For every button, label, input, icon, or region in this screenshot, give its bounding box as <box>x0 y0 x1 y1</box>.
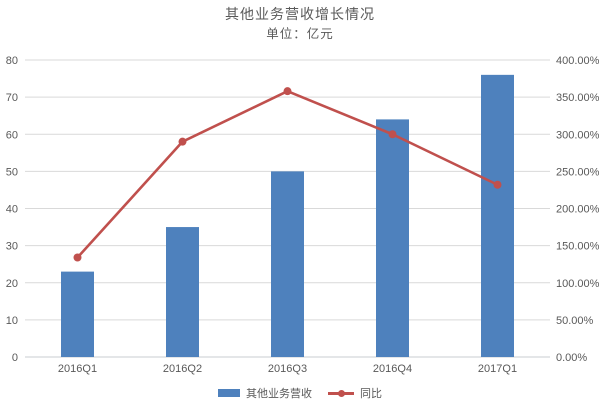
chart-title: 其他业务营收增长情况 <box>225 6 375 22</box>
bar-2016Q3 <box>271 171 304 357</box>
legend-label-revenue: 其他业务营收 <box>246 388 312 400</box>
right-axis-tick-label: 350.00% <box>556 92 600 104</box>
yoy-point-2016Q4 <box>388 130 397 139</box>
bar-2017Q1 <box>481 74 514 357</box>
x-axis-label-2017Q1: 2017Q1 <box>478 363 517 375</box>
left-axis-tick-label: 60 <box>6 129 18 141</box>
right-axis-tick-label: 300.00% <box>556 129 600 141</box>
right-axis-tick-label: 50.00% <box>556 315 594 327</box>
legend-item-revenue: 其他业务营收 <box>218 385 312 401</box>
left-axis-tick-label: 0 <box>12 352 18 364</box>
bar-2016Q4 <box>376 119 409 358</box>
bar-2016Q2 <box>166 227 199 357</box>
right-axis-tick-label: 400.00% <box>556 55 600 67</box>
legend-item-yoy: 同比 <box>328 385 382 401</box>
yoy-point-2016Q3 <box>283 87 292 96</box>
left-axis-tick-label: 10 <box>6 315 18 327</box>
line-swatch-icon <box>328 389 354 398</box>
yoy-point-2016Q1 <box>73 253 82 262</box>
right-axis-tick-label: 200.00% <box>556 204 600 216</box>
right-axis-tick-label: 100.00% <box>556 278 600 290</box>
right-axis-tick-label: 0.00% <box>556 352 587 364</box>
right-axis-tick-label: 250.00% <box>556 166 600 178</box>
x-axis-label-2016Q1: 2016Q1 <box>58 363 97 375</box>
yoy-point-2016Q2 <box>178 137 187 146</box>
x-axis-label-2016Q2: 2016Q2 <box>163 363 202 375</box>
chart-subtitle: 单位：亿元 <box>266 27 334 41</box>
legend-label-yoy: 同比 <box>360 388 382 400</box>
x-axis-label-2016Q4: 2016Q4 <box>373 363 412 375</box>
bar-2016Q1 <box>61 271 94 357</box>
left-axis-tick-label: 40 <box>6 204 18 216</box>
legend: 其他业务营收 同比 <box>0 385 600 401</box>
left-axis-tick-label: 20 <box>6 278 18 290</box>
left-axis-tick-label: 30 <box>6 241 18 253</box>
yoy-point-2017Q1 <box>493 180 502 189</box>
left-axis-tick-label: 70 <box>6 92 18 104</box>
x-axis-label-2016Q3: 2016Q3 <box>268 363 307 375</box>
bar-swatch-icon <box>218 389 240 397</box>
left-axis-tick-label: 50 <box>6 166 18 178</box>
left-axis-tick-label: 80 <box>6 55 18 67</box>
right-axis-tick-label: 150.00% <box>556 241 600 253</box>
